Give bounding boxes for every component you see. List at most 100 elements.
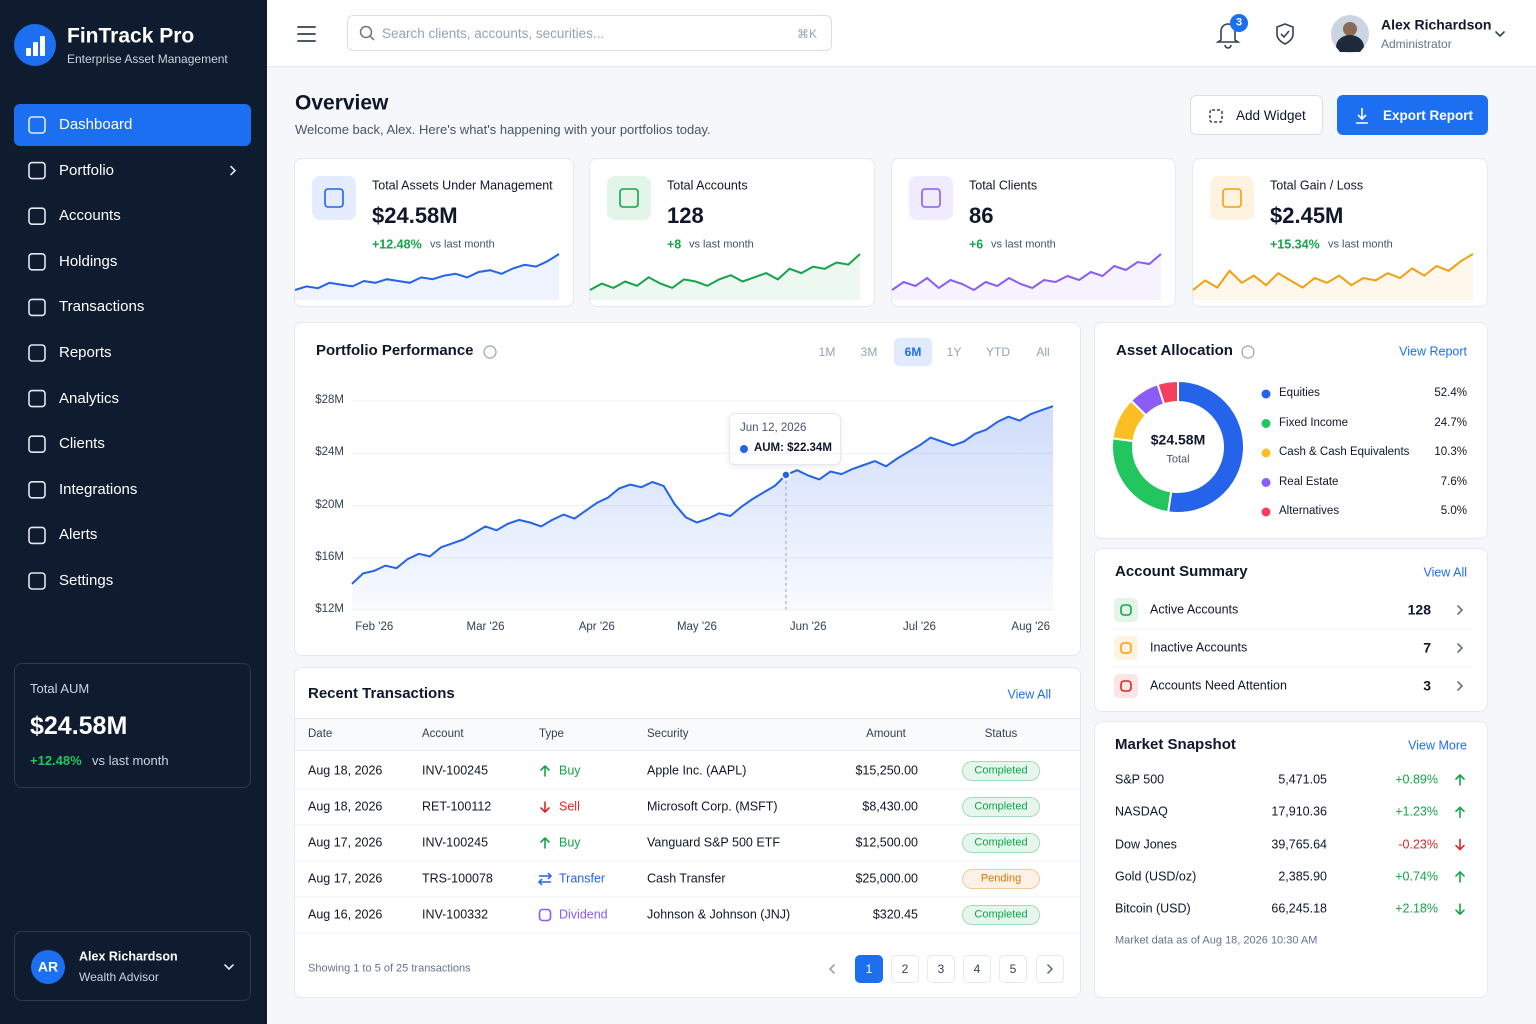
nav-label[interactable]: Alerts: [59, 526, 98, 544]
kpi-card: [891, 158, 1176, 307]
chevron-icon: [1047, 964, 1054, 974]
nav-label[interactable]: Transactions: [59, 298, 145, 316]
sparkline-area: [892, 254, 1161, 300]
nav-label[interactable]: Clients: [59, 435, 105, 453]
kpi-icon: [1210, 176, 1254, 220]
kpi-change: +8: [667, 237, 682, 252]
market-name: Gold (USD/oz): [1115, 869, 1197, 884]
page-button[interactable]: [891, 955, 919, 983]
panel-link[interactable]: View All: [1007, 687, 1051, 702]
header-avatar-body: [1336, 35, 1364, 52]
icon: [28, 480, 46, 499]
icon: [28, 435, 46, 454]
market-footnote: Market data as of Aug 18, 2026 10:30 AM: [1115, 934, 1318, 947]
account-icon[interactable]: [1114, 598, 1138, 622]
nav-label[interactable]: Integrations: [59, 480, 138, 498]
market-change: -0.23%: [1398, 837, 1438, 852]
nav-label[interactable]: Settings: [59, 572, 114, 589]
page-number[interactable]: 3: [937, 961, 945, 976]
page-next[interactable]: [1036, 955, 1064, 983]
icon: [324, 188, 344, 208]
page-button[interactable]: [999, 955, 1027, 983]
button-label[interactable]: Export Report: [1383, 107, 1474, 123]
range-button[interactable]: 1Y: [946, 344, 962, 359]
legend-value: 5.0%: [1440, 505, 1467, 518]
account-label[interactable]: Inactive Accounts: [1150, 640, 1248, 655]
account-label[interactable]: Active Accounts: [1150, 602, 1239, 617]
chevron-icon: [1457, 681, 1464, 691]
account-icon[interactable]: [1114, 674, 1138, 698]
kpi-card: [589, 158, 875, 307]
search-box[interactable]: [347, 15, 832, 51]
panel-link[interactable]: View All: [1423, 565, 1467, 580]
arrow-icon: [1455, 903, 1465, 915]
panel-title: Recent Transactions: [308, 685, 455, 702]
cell-date: Aug 17, 2026: [308, 835, 383, 850]
panel-link[interactable]: View More: [1408, 738, 1467, 753]
nav-label[interactable]: Reports: [59, 344, 112, 361]
account-summary-panel: [1094, 548, 1488, 712]
account-label[interactable]: Accounts Need Attention: [1150, 678, 1287, 693]
page-button[interactable]: [963, 955, 991, 983]
panel-title: Account Summary: [1115, 563, 1248, 580]
range-button[interactable]: All: [1036, 344, 1050, 359]
market-value: 66,245.18: [1271, 901, 1327, 916]
range-button[interactable]: 6M: [904, 344, 922, 359]
summary-value: $24.58M: [30, 712, 128, 740]
cell-type: Transfer: [559, 871, 606, 886]
button-label[interactable]: Add Widget: [1236, 107, 1306, 123]
range-button[interactable]: 3M: [860, 344, 878, 359]
market-change: +0.74%: [1395, 869, 1438, 884]
column-header: Account: [422, 728, 464, 741]
status-pill: [962, 761, 1040, 781]
market-panel: [1094, 721, 1488, 998]
page-number[interactable]: 5: [1009, 961, 1017, 976]
line: [351, 405, 1054, 585]
nav-item-active[interactable]: [14, 104, 251, 146]
column-header: Date: [308, 728, 333, 741]
cell-status: Pending: [980, 872, 1022, 885]
legend-dot: [1261, 507, 1271, 517]
user-role: Wealth Advisor: [79, 969, 159, 984]
account-icon[interactable]: [1114, 636, 1138, 660]
add-widget-button[interactable]: [1190, 95, 1323, 135]
overview-title: Overview: [295, 91, 389, 115]
kpi-note: vs last month: [430, 238, 495, 251]
page-number[interactable]: 2: [901, 961, 909, 976]
range-active[interactable]: [894, 338, 932, 366]
area: [352, 406, 1053, 610]
donut-segment: [1111, 437, 1173, 514]
info-icon: [1241, 345, 1255, 359]
chevron-icon: [224, 964, 234, 971]
sidebar-user[interactable]: [14, 931, 251, 1001]
kpi-note: vs last month: [689, 238, 754, 251]
cell-account: INV-100332: [422, 907, 489, 922]
market-name: S&P 500: [1115, 772, 1165, 787]
icon: [921, 188, 941, 208]
legend-label: Equities: [1279, 387, 1320, 400]
nav-label[interactable]: Dashboard: [59, 116, 133, 133]
page-number[interactable]: 1: [865, 961, 873, 976]
page-button[interactable]: [855, 955, 883, 983]
panel-title: Asset Allocation: [1116, 342, 1233, 359]
y-tick-label: $24M: [315, 446, 344, 459]
nav-label[interactable]: Portfolio: [59, 161, 115, 179]
donut-center-label: Total: [1166, 453, 1190, 466]
column-header: Type: [539, 728, 564, 741]
x-tick-label: Mar '26: [466, 621, 505, 634]
nav-label[interactable]: Accounts: [59, 207, 121, 225]
panel-link[interactable]: View Report: [1399, 344, 1467, 359]
range-button[interactable]: 1M: [818, 344, 836, 359]
sparkline: [891, 253, 1162, 292]
range-button[interactable]: YTD: [986, 344, 1010, 359]
nav-label[interactable]: Holdings: [59, 252, 118, 270]
page-number[interactable]: 4: [973, 961, 981, 976]
nav-label[interactable]: Analytics: [59, 389, 120, 407]
chevron-icon: [1495, 31, 1505, 38]
legend-label: Cash & Cash Equivalents: [1279, 446, 1410, 459]
page-button[interactable]: [927, 955, 955, 983]
cell-security: Microsoft Corp. (MSFT): [647, 799, 778, 814]
icon: [28, 389, 46, 408]
